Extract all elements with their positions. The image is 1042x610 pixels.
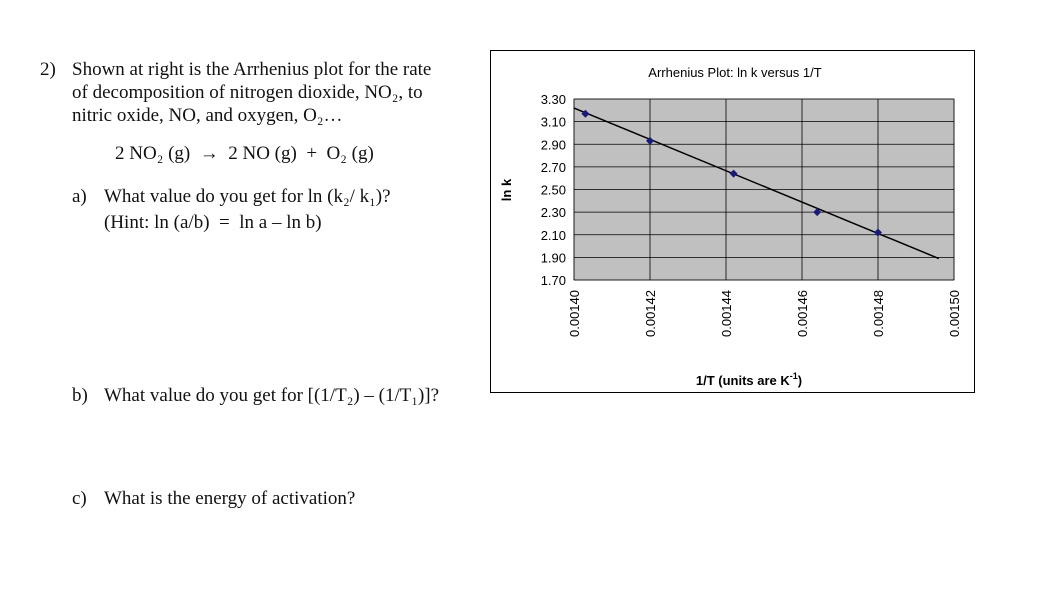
x-tick-label: 0.00150 bbox=[947, 290, 962, 337]
part-b-question: What value do you get for [(1/T₂) – (1/T… bbox=[104, 385, 440, 406]
y-axis-label: ln k bbox=[499, 178, 514, 201]
part-c-label: c) bbox=[72, 488, 87, 509]
y-tick-label: 3.10 bbox=[541, 115, 566, 130]
y-tick-label: 2.50 bbox=[541, 183, 566, 198]
x-tick-label: 0.00146 bbox=[795, 290, 810, 337]
chart-svg: Arrhenius Plot: ln k versus 1/T 3.30 3.10… bbox=[499, 65, 962, 388]
question-number: 2) bbox=[40, 59, 56, 80]
y-axis-ticks: 3.30 3.10 2.90 2.70 2.50 2.30 2.10 1.90 1.70 bbox=[541, 92, 566, 288]
data-point bbox=[646, 136, 654, 145]
y-tick-label: 2.70 bbox=[541, 160, 566, 175]
x-tick-label: 0.00144 bbox=[719, 290, 734, 337]
y-tick-label: 1.90 bbox=[541, 250, 566, 265]
question-intro-line-2: of decomposition of nitrogen dioxide, NO… bbox=[72, 82, 423, 103]
data-points bbox=[581, 109, 882, 237]
data-point bbox=[729, 169, 738, 178]
x-axis-label: 1/T (units are K-1) bbox=[696, 371, 802, 388]
question-intro-line-1: Shown at right is the Arrhenius plot for… bbox=[72, 59, 432, 80]
part-c-question: What is the energy of activation? bbox=[104, 488, 356, 509]
part-b-label: b) bbox=[72, 385, 88, 406]
data-point bbox=[874, 228, 882, 237]
y-tick-label: 2.10 bbox=[541, 228, 566, 243]
x-tick-label: 0.00148 bbox=[871, 290, 886, 337]
reaction-equation: 2 NO₂ (g) → 2 NO (g) + O₂ (g) bbox=[115, 143, 374, 164]
x-tick-label: 0.00142 bbox=[643, 290, 658, 337]
data-point bbox=[581, 109, 590, 118]
grid-lines bbox=[573, 98, 955, 281]
data-point bbox=[813, 208, 822, 217]
y-tick-label: 1.70 bbox=[541, 273, 566, 288]
part-a-hint: (Hint: ln (a/b) = ln a – ln b) bbox=[104, 212, 322, 233]
arrhenius-chart: Arrhenius Plot: ln k versus 1/T 3.30 3.10… bbox=[490, 50, 975, 393]
chart-title: Arrhenius Plot: ln k versus 1/T bbox=[648, 65, 821, 80]
x-tick-label: 0.00140 bbox=[567, 290, 582, 337]
x-axis-ticks: 0.00140 0.00142 0.00144 0.00146 0.00148 0.001… bbox=[567, 290, 962, 337]
y-tick-label: 3.30 bbox=[541, 92, 566, 107]
part-a-question: What value do you get for ln (k₂/ k₁)? bbox=[104, 186, 391, 207]
y-tick-label: 2.90 bbox=[541, 137, 566, 152]
question-intro-line-3: nitric oxide, NO, and oxygen, O₂… bbox=[72, 105, 343, 126]
part-a-label: a) bbox=[72, 186, 87, 207]
y-tick-label: 2.30 bbox=[541, 205, 566, 220]
